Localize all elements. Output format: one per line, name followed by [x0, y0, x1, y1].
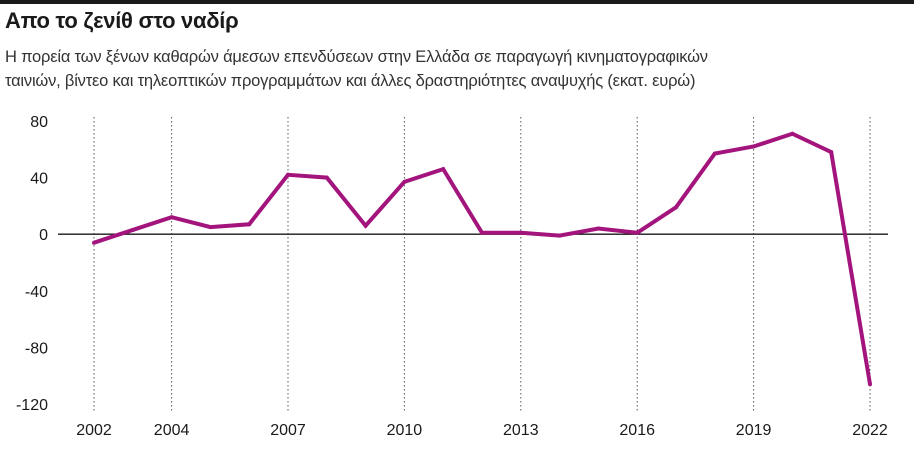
- data-point-2002: [92, 240, 96, 245]
- data-point-2015: [596, 226, 601, 231]
- chart-subtitle: Η πορεία των ξένων καθαρών άμεσων επενδύ…: [5, 45, 905, 93]
- data-point-2009: [363, 223, 368, 228]
- data-point-2005: [208, 225, 213, 230]
- data-point-2008: [324, 175, 329, 180]
- chart-title: Απο το ζενίθ στο ναδίρ: [5, 8, 239, 33]
- x-tick-label: 2007: [270, 422, 306, 439]
- data-point-2022: [868, 382, 872, 387]
- data-point-2010: [402, 179, 407, 184]
- y-tick-label: -40: [25, 284, 48, 301]
- x-tick-label: 2013: [503, 422, 539, 439]
- data-point-2013: [518, 230, 523, 235]
- y-tick-label: 40: [30, 171, 48, 188]
- x-tick-label: 2016: [619, 422, 655, 439]
- data-point-2006: [247, 222, 252, 227]
- line-chart: 80 40 0 -40 -80 -120 2002 2004 2007 2010 2013 2016 2…: [16, 114, 888, 439]
- subtitle-line-1: Η πορεία των ξένων καθαρών άμεσων επενδύ…: [5, 48, 708, 66]
- y-tick-label: -80: [25, 340, 48, 357]
- data-point-2018: [712, 151, 717, 156]
- data-point-2003: [130, 227, 135, 232]
- data-point-2019: [751, 144, 756, 149]
- x-tick-label: 2019: [736, 422, 772, 439]
- data-point-2020: [790, 131, 795, 136]
- x-tick-label: 2002: [76, 422, 112, 439]
- subtitle-line-2: ταινιών, βίντεο και τηλεοπτικών προγραμμ…: [5, 72, 696, 90]
- data-point-2007: [286, 172, 290, 177]
- x-tick-label: 2010: [387, 422, 423, 439]
- data-point-2021: [829, 150, 834, 155]
- plot-area: 80 40 0 -40 -80 -120 2002 2004 2007 2010 2013 2016 2…: [0, 103, 914, 455]
- y-tick-label: 80: [30, 114, 48, 131]
- data-point-2014: [557, 233, 562, 238]
- data-point-2011: [441, 167, 446, 172]
- x-tick-label: 2022: [852, 422, 888, 439]
- y-tick-label: -120: [16, 397, 48, 414]
- data-point-2012: [480, 230, 484, 235]
- data-point-2017: [674, 205, 678, 210]
- y-tick-label: 0: [39, 227, 48, 244]
- x-tick-label: 2004: [154, 422, 190, 439]
- data-point-2004: [169, 215, 174, 220]
- top-rule: [0, 0, 914, 4]
- series-line-0: [93, 131, 872, 385]
- data-point-2016: [635, 230, 640, 235]
